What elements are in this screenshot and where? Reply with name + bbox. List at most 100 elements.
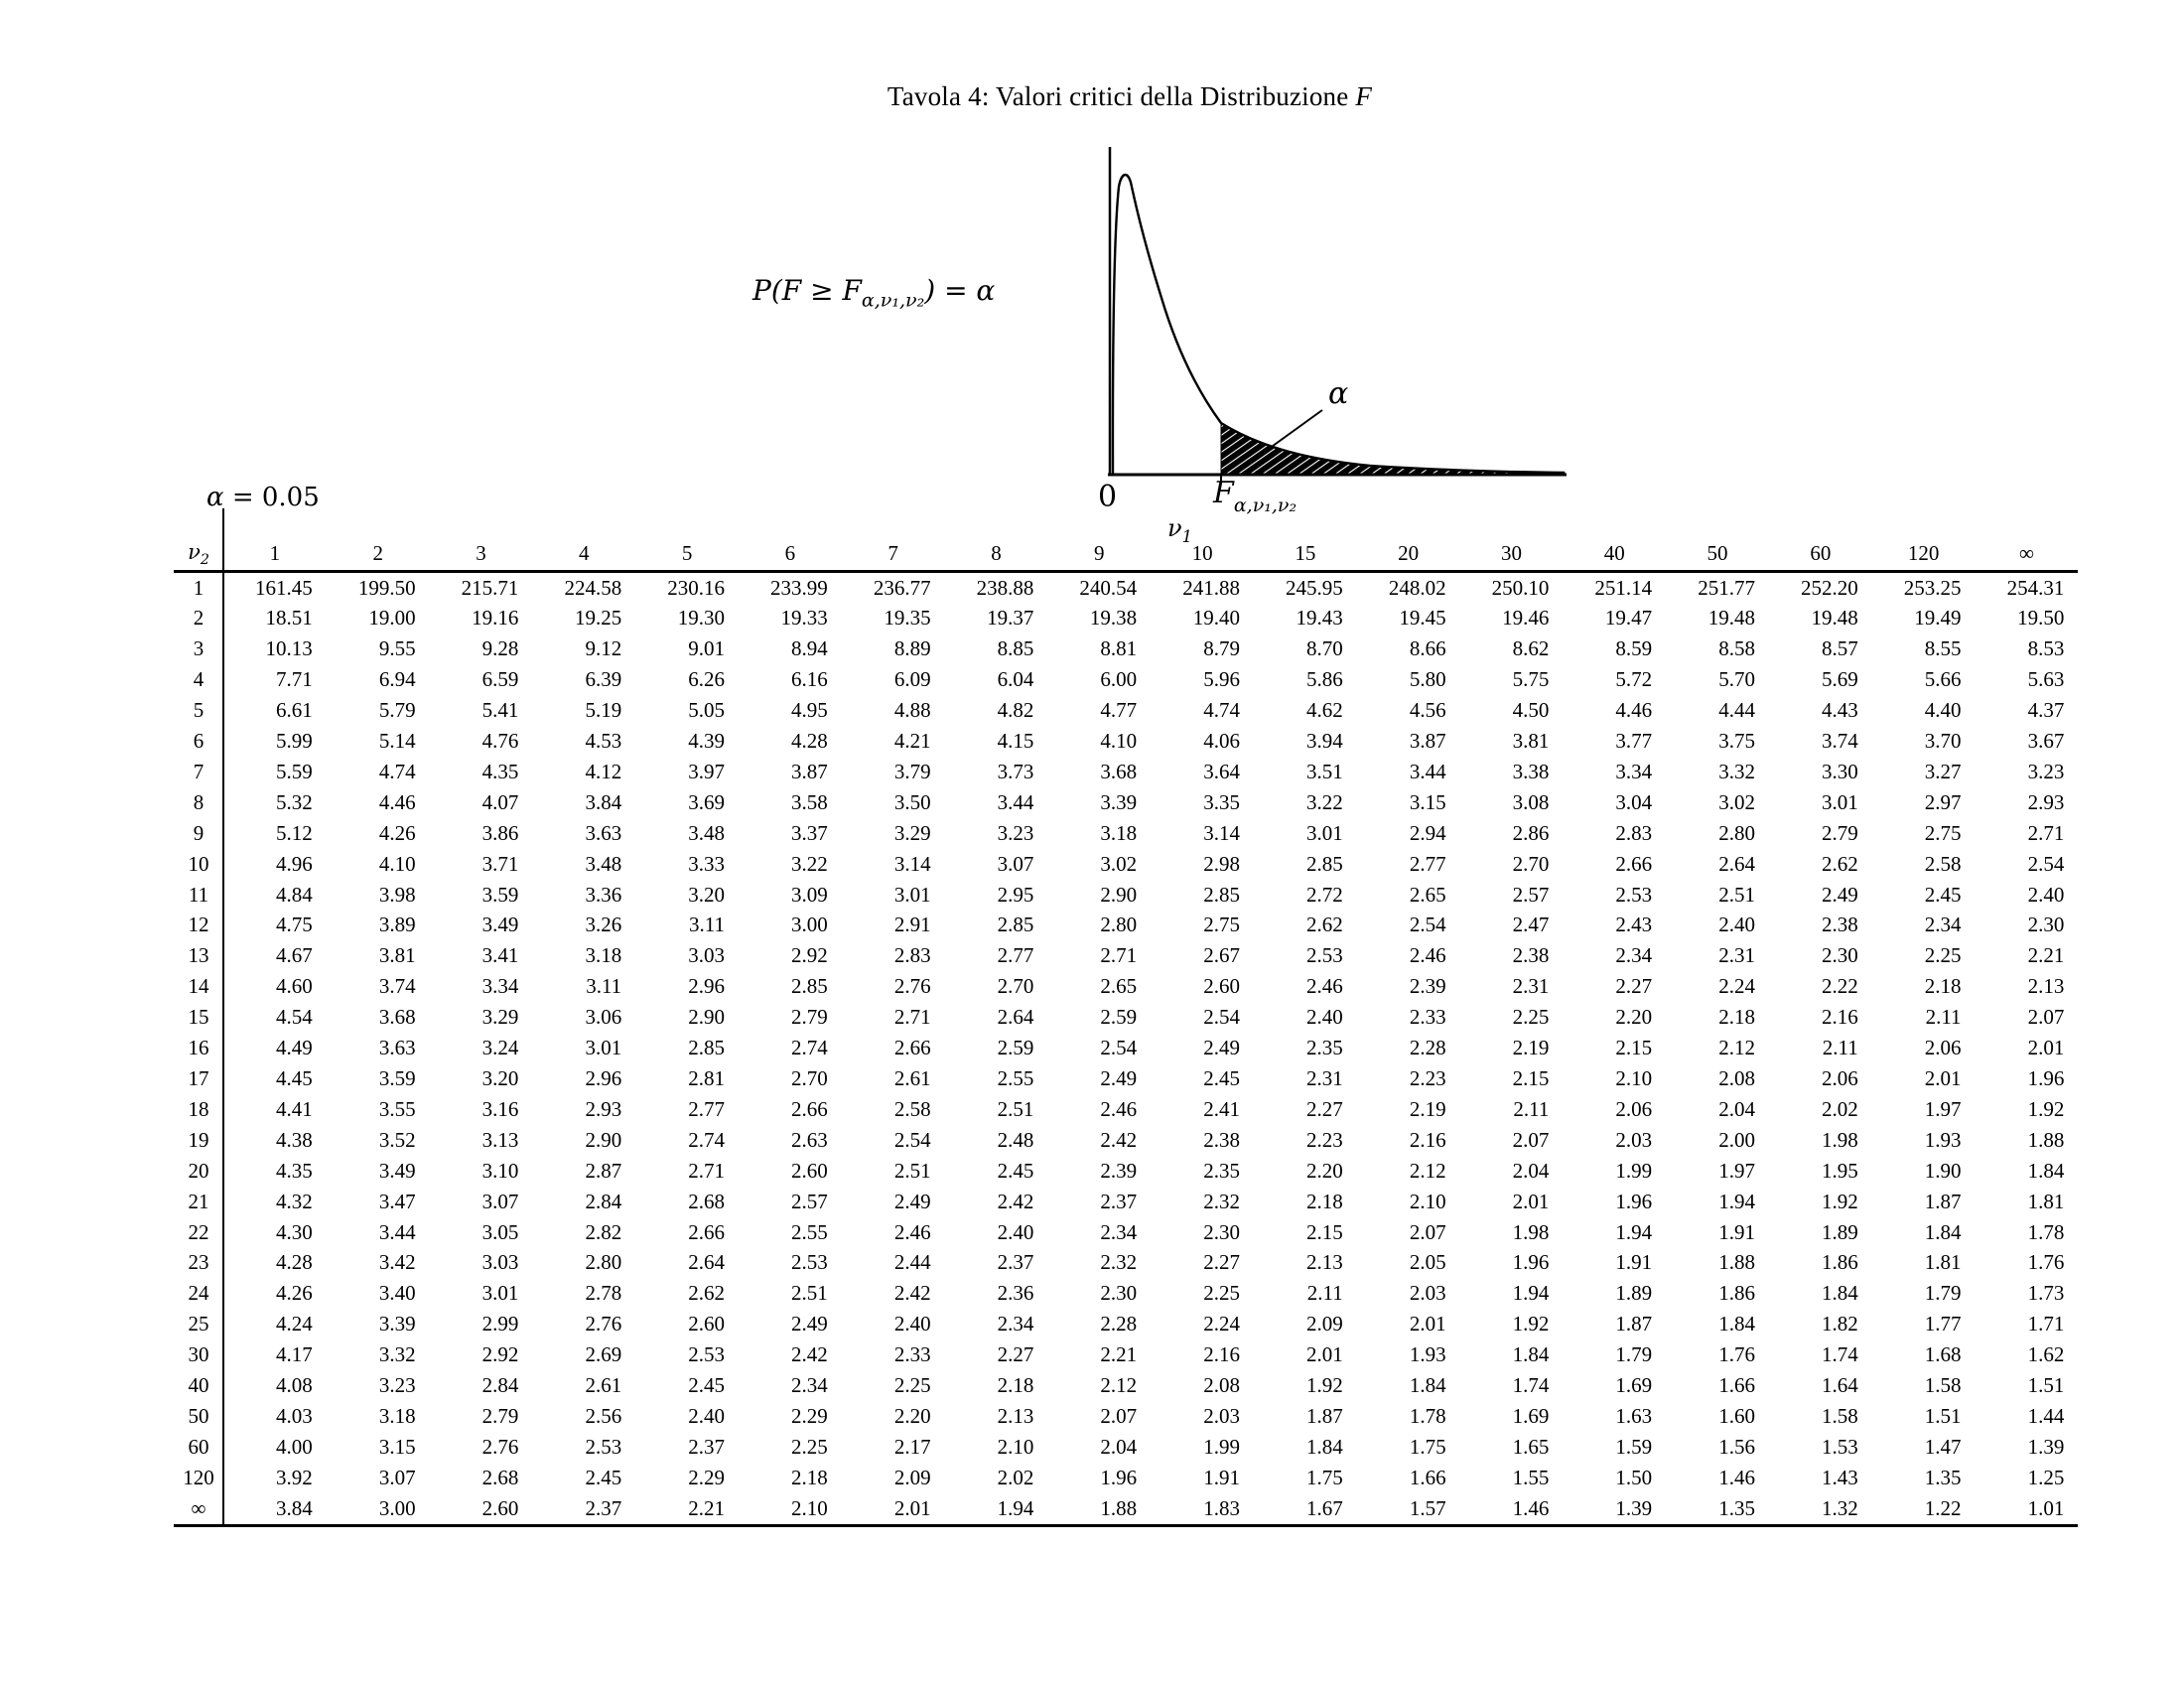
table-row: 25 4.24 3.39 2.99 2.76 2.60 2.49 2.40 2.34 2.28 2.…: [174, 1309, 2078, 1339]
table-cell: 1.01: [2027, 1495, 2065, 1520]
table-cell: 3.39: [378, 1312, 416, 1336]
table-row: 2 18.51 19.00 19.16 19.25 19.30 19.33 19.35 19.3…: [174, 603, 2078, 633]
table-cell: 3.27: [1924, 759, 1962, 783]
table-cell: 2.40: [1306, 1005, 1343, 1030]
table-cell: 19.33: [780, 606, 828, 631]
table-cell: 2.18: [1924, 974, 1962, 999]
table-cell: 2.95: [997, 882, 1034, 907]
page-title: Tavola 4: Valori critici della Distribuz…: [38, 81, 2184, 112]
table-cell: 2.45: [997, 1158, 1034, 1183]
table-cell: 2.17: [893, 1434, 931, 1459]
table-cell: 2.70: [791, 1066, 828, 1090]
table-cell: 3.35: [1203, 789, 1240, 814]
table-cell: 1.86: [1718, 1281, 1755, 1306]
table-cell: 1.96: [1512, 1250, 1550, 1275]
column-header: 30: [1459, 538, 1564, 573]
table-cell: 245.95: [1286, 575, 1343, 600]
table-cell: 2.54: [1409, 913, 1446, 937]
table-cell: 2.45: [585, 1465, 622, 1489]
table-cell: 7.71: [276, 667, 313, 692]
row-header: 13: [188, 943, 209, 968]
table-row: 18 4.41 3.55 3.16 2.93 2.77 2.66 2.58 2.51 2.46 2.…: [174, 1094, 2078, 1125]
table-cell: 4.28: [276, 1250, 313, 1275]
table-cell: 2.27: [997, 1342, 1034, 1367]
table-cell: 2.96: [688, 974, 725, 999]
table-cell: 199.50: [357, 575, 416, 600]
row-header: 16: [188, 1036, 209, 1060]
row-header: 6: [193, 729, 205, 754]
table-cell: 2.77: [997, 943, 1034, 968]
table-cell: 2.55: [791, 1219, 828, 1244]
table-cell: 2.54: [1100, 1036, 1138, 1060]
column-header: 5: [635, 538, 739, 573]
table-cell: 3.74: [1822, 729, 1858, 754]
table-cell: 8.62: [1512, 636, 1550, 661]
table-cell: 5.70: [1718, 667, 1755, 692]
row-header: 11: [188, 882, 209, 907]
table-cell: 4.60: [276, 974, 313, 999]
table-row: 17 4.45 3.59 3.20 2.96 2.81 2.70 2.61 2.55 2.49 2.…: [174, 1063, 2078, 1094]
column-header: 40: [1563, 538, 1667, 573]
table-cell: 3.81: [1512, 729, 1550, 754]
table-cell: 2.58: [893, 1096, 931, 1121]
table-cell: 3.59: [378, 1066, 416, 1090]
table-row: 19 4.38 3.52 3.13 2.90 2.74 2.63 2.54 2.48 2.42 2.…: [174, 1125, 2078, 1156]
table-cell: 1.56: [1718, 1434, 1755, 1459]
table-cell: 3.98: [378, 882, 416, 907]
column-header: 7: [841, 538, 945, 573]
table-cell: 1.84: [1822, 1281, 1858, 1306]
table-cell: 236.77: [873, 575, 931, 600]
column-header: 60: [1768, 538, 1872, 573]
table-cell: 2.24: [1203, 1312, 1240, 1336]
table-cell: 8.66: [1409, 636, 1446, 661]
table-cell: 1.97: [1718, 1158, 1755, 1183]
nu1-label: ν1: [1167, 514, 1192, 546]
formula-suffix: ) = α: [924, 274, 996, 307]
table-cell: 2.44: [893, 1250, 931, 1275]
table-cell: 5.63: [2027, 667, 2065, 692]
table-cell: 3.06: [585, 1005, 622, 1030]
table-cell: 1.68: [1924, 1342, 1962, 1367]
table-cell: 251.14: [1594, 575, 1653, 600]
table-cell: 254.31: [2006, 575, 2065, 600]
table-cell: 2.86: [1512, 820, 1550, 845]
table-cell: 1.69: [1512, 1403, 1550, 1428]
table-cell: 2.93: [585, 1096, 622, 1121]
table-cell: 4.12: [585, 759, 622, 783]
table-row: 60 4.00 3.15 2.76 2.53 2.37 2.25 2.17 2.10 2.04 1.…: [174, 1432, 2078, 1463]
table-cell: 2.20: [1306, 1158, 1343, 1183]
table-cell: 5.96: [1203, 667, 1240, 692]
table-cell: 1.92: [2027, 1096, 2065, 1121]
table-cell: 3.39: [1100, 789, 1138, 814]
table-cell: 8.58: [1718, 636, 1755, 661]
table-cell: 2.29: [791, 1403, 828, 1428]
table-cell: 1.98: [1822, 1127, 1858, 1152]
table-cell: 4.15: [997, 729, 1034, 754]
table-cell: 3.08: [1512, 789, 1550, 814]
row-header: 9: [193, 820, 205, 845]
table-cell: 3.24: [481, 1036, 519, 1060]
column-header: 6: [738, 538, 842, 573]
row-header: 23: [188, 1250, 209, 1275]
table-cell: 1.91: [1203, 1465, 1240, 1489]
table-cell: 2.10: [1409, 1189, 1446, 1213]
table-cell: 3.02: [1718, 789, 1755, 814]
table-cell: 3.20: [481, 1066, 519, 1090]
table-cell: 1.58: [1822, 1403, 1858, 1428]
table-cell: 2.01: [1512, 1189, 1550, 1213]
table-cell: 2.60: [481, 1495, 519, 1520]
table-cell: 2.57: [791, 1189, 828, 1213]
table-cell: 2.04: [1718, 1096, 1755, 1121]
table-body: 1 161.45 199.50 215.71 224.58 230.16 233.99 236…: [174, 571, 2078, 1525]
table-cell: 1.46: [1512, 1495, 1550, 1520]
table-cell: 2.54: [893, 1127, 931, 1152]
table-cell: 1.35: [1924, 1465, 1962, 1489]
table-cell: 3.01: [1306, 820, 1343, 845]
table-row: 24 4.26 3.40 3.01 2.78 2.62 2.51 2.42 2.36 2.30 2.…: [174, 1278, 2078, 1309]
table-cell: 2.27: [1203, 1250, 1240, 1275]
table-cell: 3.07: [481, 1189, 519, 1213]
table-cell: 4.06: [1203, 729, 1240, 754]
f-density-curve: [1111, 173, 1566, 476]
table-cell: 2.07: [1512, 1127, 1550, 1152]
table-cell: 8.79: [1203, 636, 1240, 661]
